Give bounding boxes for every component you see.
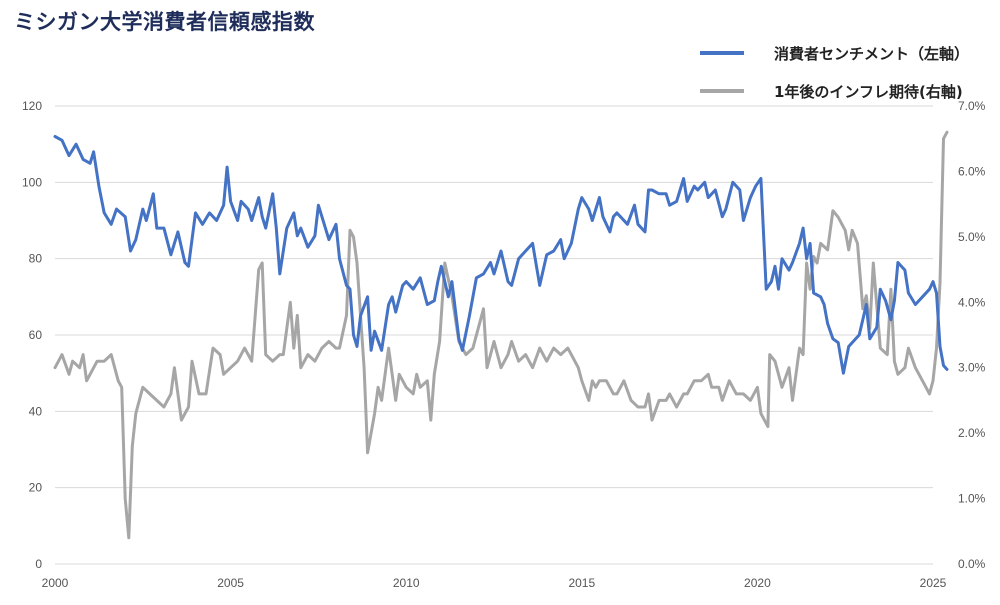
x-tick-label: 2005 bbox=[217, 576, 244, 590]
chart-title: ミシガン大学消費者信頼感指数 bbox=[14, 10, 315, 34]
y-left-tick-label: 100 bbox=[22, 175, 42, 189]
x-tick-label: 2000 bbox=[42, 576, 69, 590]
y-right-tick-label: 5.0% bbox=[958, 230, 986, 244]
legend-swatch-sentiment bbox=[700, 51, 744, 55]
y-left-tick-label: 80 bbox=[29, 252, 43, 266]
legend-item-sentiment: 消費者センチメント（左軸） bbox=[700, 34, 969, 72]
y-left-tick-label: 40 bbox=[29, 404, 43, 418]
x-tick-label: 2015 bbox=[568, 576, 595, 590]
y-left-tick-label: 60 bbox=[29, 328, 43, 342]
x-tick-label: 2020 bbox=[744, 576, 771, 590]
y-right-tick-label: 7.0% bbox=[958, 99, 986, 113]
y-right-tick-label: 3.0% bbox=[958, 361, 986, 375]
y-left-tick-label: 0 bbox=[35, 557, 42, 571]
y-right-tick-label: 4.0% bbox=[958, 295, 986, 309]
y-left-tick-label: 20 bbox=[29, 481, 43, 495]
y-left-tick-label: 120 bbox=[22, 99, 42, 113]
y-right-tick-label: 0.0% bbox=[958, 557, 986, 571]
x-tick-label: 2010 bbox=[393, 576, 420, 590]
legend-label-inflation: 1年後のインフレ期待(右軸) bbox=[774, 82, 963, 101]
legend: 消費者センチメント（左軸） 1年後のインフレ期待(右軸) bbox=[700, 34, 969, 110]
y-right-tick-label: 6.0% bbox=[958, 164, 986, 178]
consumer-sentiment-line bbox=[53, 135, 949, 375]
y-right-tick-label: 2.0% bbox=[958, 426, 986, 440]
legend-item-inflation: 1年後のインフレ期待(右軸) bbox=[700, 72, 969, 110]
legend-label-sentiment: 消費者センチメント（左軸） bbox=[774, 44, 970, 63]
inflation-expectation-line bbox=[53, 130, 949, 540]
legend-swatch-inflation bbox=[700, 89, 744, 93]
y-right-tick-label: 1.0% bbox=[958, 492, 986, 506]
x-tick-label: 2025 bbox=[920, 576, 947, 590]
